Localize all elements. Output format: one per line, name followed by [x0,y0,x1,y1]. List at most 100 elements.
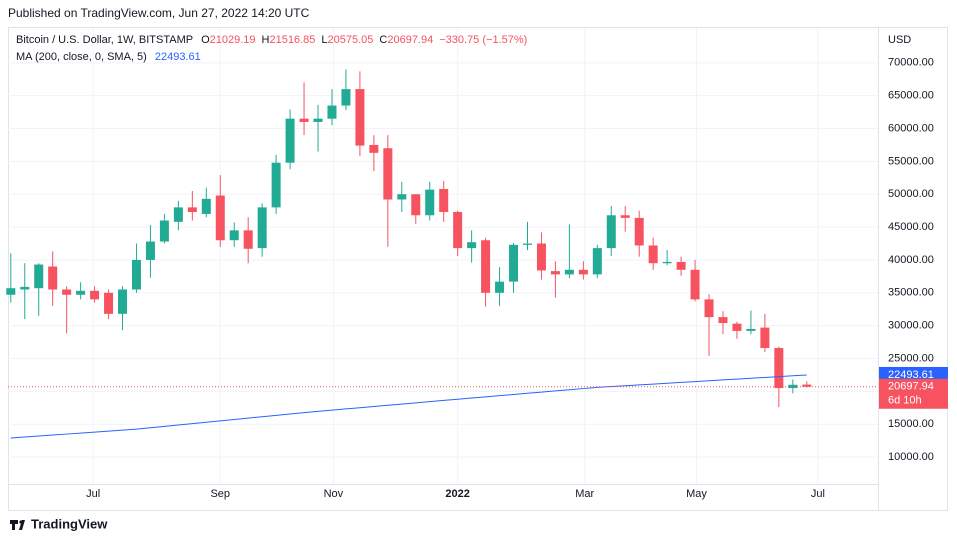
legend: Bitcoin / U.S. Dollar, 1W, BITSTAMP O2102… [16,34,527,63]
ohlc-letter: O [201,34,210,46]
candle-body [313,118,323,122]
candle-body [299,118,309,122]
candle-body [564,269,574,275]
candle-body [676,261,686,270]
y-tick-label: 35000.00 [888,287,934,299]
ohlc-letter: C [379,34,387,46]
candle-body [271,162,281,208]
candle-body [118,289,128,314]
ma-value: 22493.61 [155,51,201,63]
candle-body [201,198,211,214]
candle-body [578,269,588,275]
currency: USD [888,34,911,46]
candle-body [774,347,784,389]
tradingview-logo [10,520,25,530]
brand: TradingView [31,516,108,531]
candle-body [131,259,141,290]
x-tick-label: Nov [324,488,344,500]
candle-body [159,220,169,242]
candle-body [718,317,728,324]
ohlc-letter: L [321,34,327,46]
y-tick-label: 60000.00 [888,122,934,134]
last-price-tag [879,378,948,409]
candle-body [690,269,700,300]
last-price-label: 20697.94 [888,381,934,393]
y-tick-label: 50000.00 [888,188,934,200]
symbol: Bitcoin / U.S. Dollar, 1W, BITSTAMP [16,34,193,46]
x-tick-label: Jul [811,488,825,500]
logo-mark [10,520,25,530]
y-tick-label: 70000.00 [888,57,934,69]
candle-body [411,194,421,216]
x-tick-label: Mar [575,488,594,500]
countdown: 6d 10h [888,395,922,407]
x-tick-label: May [686,488,707,500]
y-tick-label: 30000.00 [888,320,934,332]
candle-body [243,230,253,249]
ma-line [10,374,807,439]
candle-body [6,288,16,295]
candle-body [495,281,505,293]
candle-body [369,144,379,153]
candle-body [536,243,546,271]
ohlc-value: 20575.05 [328,34,374,46]
logo-dot [19,520,23,524]
candle-body [187,207,197,212]
ma-name: MA (200, close, 0, SMA, 5) [16,51,147,63]
candle-body [592,248,602,275]
candle-body [439,188,449,212]
candle-body [648,245,658,264]
x-tick-label: Jul [86,488,100,500]
candle-body [453,211,463,249]
y-tick-label: 25000.00 [888,352,934,364]
candle-body [467,242,477,249]
candle-body [509,244,519,282]
published-note: Published on TradingView.com, Jun 27, 20… [8,6,310,20]
candle-body [257,207,267,249]
candle-body [634,217,644,246]
candle-body [746,328,756,331]
candle-body [48,266,58,290]
chart-frame [8,27,948,511]
candle-body [90,290,100,300]
candle-body [481,240,491,293]
ohlc-value: 21516.85 [269,34,315,46]
ma-price-label: 22493.61 [888,369,934,381]
candle-body [425,189,435,216]
candle-body [802,384,812,387]
y-tick-label: 40000.00 [888,254,934,266]
y-tick-label: 55000.00 [888,155,934,167]
candle-body [732,323,742,331]
candle-body [285,118,295,163]
candle-body [383,148,393,200]
candle-body [662,261,672,264]
candle-body [20,286,30,290]
candle-body [229,230,239,241]
ohlc-value: 21029.19 [210,34,256,46]
candle-body [397,194,407,200]
candle-body [704,299,714,318]
change: −330.75 (−1.57%) [439,34,527,46]
ohlc-letter: H [262,34,270,46]
candle-body [215,195,225,241]
x-tick-label: 2022 [445,488,469,500]
y-tick-label: 10000.00 [888,451,934,463]
x-tick-label: Sep [210,488,230,500]
candle-body [76,290,86,295]
candle-body [550,271,560,275]
legend-title: Bitcoin / U.S. Dollar, 1W, BITSTAMP O2102… [16,34,527,46]
ma-legend: MA (200, close, 0, SMA, 5) 22493.61 [16,51,201,63]
y-tick-label: 15000.00 [888,418,934,430]
candle-body [34,264,44,289]
candle-body [173,207,183,222]
candle-body [620,215,630,218]
y-tick-label: 65000.00 [888,90,934,102]
candle-body [341,89,351,106]
y-tick-label: 45000.00 [888,221,934,233]
candle-body [606,215,616,249]
candle-body [522,243,532,245]
candle-body [327,105,337,119]
